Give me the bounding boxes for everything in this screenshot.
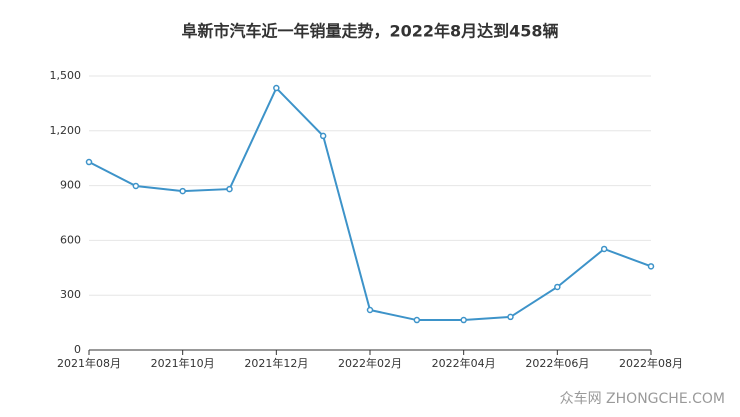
point [226,185,233,193]
series-line [88,86,652,322]
point [554,283,561,291]
point [273,84,280,92]
point [507,313,514,321]
point [85,158,93,166]
x-tick-label: 2021年10月 [151,356,215,370]
point [600,245,608,253]
y-tick-label: 900 [60,179,81,192]
point [132,182,140,190]
x-tick-label: 2021年12月 [244,356,308,370]
y-tick-label: 0 [74,343,81,356]
point [319,132,327,140]
y-tick-label: 300 [60,288,81,301]
point [460,316,467,324]
point [366,306,374,314]
chart-title: 阜新市汽车近一年销量走势，2022年8月达到458辆 [181,22,558,41]
point [413,316,421,324]
y-tick-label: 600 [60,233,81,246]
x-tick-label: 2022年06月 [525,356,589,370]
y-tick-label: 1,500 [50,69,82,82]
x-tick-label: 2022年02月 [338,356,402,370]
x-tick-label: 2022年08月 [619,356,683,370]
point [179,187,186,195]
x-tick-label: 2021年08月 [57,356,121,370]
y-tick-label: 1,200 [50,124,82,137]
watermark: 众车网 ZHONGCHE.COM [560,390,725,407]
x-tick-label: 2022年04月 [432,356,496,370]
point [647,263,655,270]
